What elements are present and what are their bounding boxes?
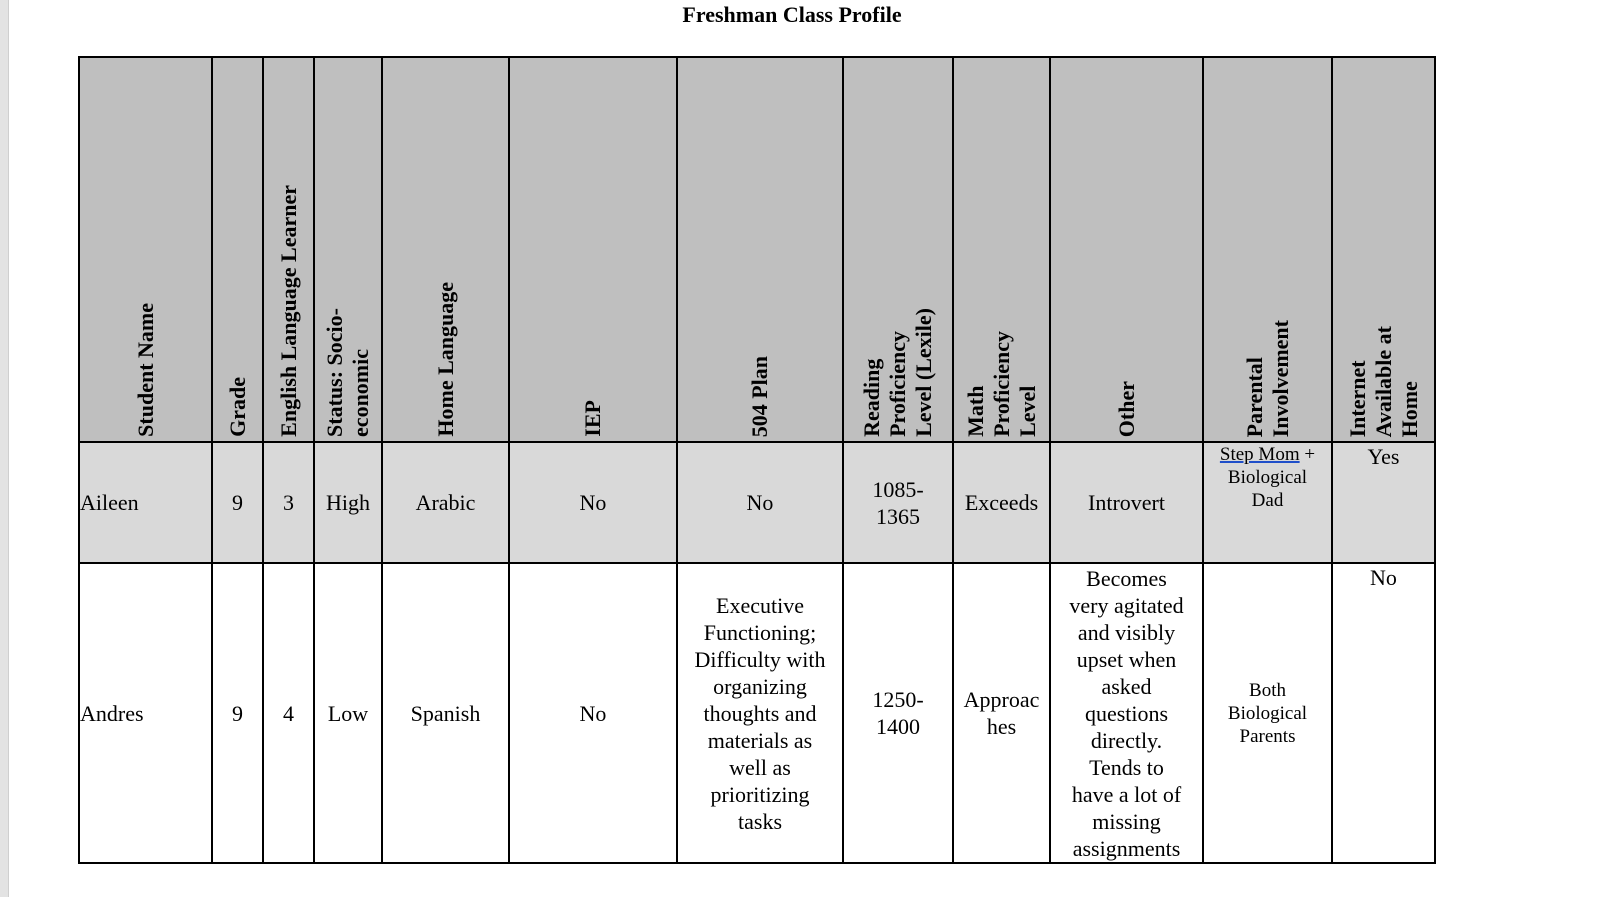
cell-grade: 9: [211, 562, 264, 864]
header-grade: Grade: [211, 56, 264, 443]
cell-iep: No: [508, 441, 678, 564]
cell-reading-level: 1085- 1365: [842, 441, 954, 564]
cell-grade: 9: [211, 441, 264, 564]
header-socioeconomic-status: Status: Socio- economic: [313, 56, 383, 443]
cell-ell: 3: [262, 441, 315, 564]
header-home-language: Home Language: [381, 56, 510, 443]
cell-student-name: Aileen: [78, 441, 213, 564]
cell-home-language: Spanish: [381, 562, 510, 864]
header-row: Student Name Grade English Language Lear…: [78, 56, 1436, 443]
cell-504-plan: Executive Functioning; Difficulty with o…: [676, 562, 844, 864]
cell-parental-involvement: Step Mom + Biological Dad: [1202, 441, 1333, 564]
cell-other: Becomes very agitated and visibly upset …: [1049, 562, 1204, 864]
class-profile-table: Student Name Grade English Language Lear…: [78, 56, 1436, 864]
cell-student-name: Andres: [78, 562, 213, 864]
table-row: Aileen 9 3 High Arabic No No 1085- 1365 …: [78, 441, 1436, 564]
header-504-plan: 504 Plan: [676, 56, 844, 443]
cell-iep: No: [508, 562, 678, 864]
step-mom-link[interactable]: Step Mom: [1219, 444, 1300, 465]
header-iep: IEP: [508, 56, 678, 443]
parental-text: + Biological Dad: [1227, 444, 1316, 511]
cell-504-plan: No: [676, 441, 844, 564]
header-student-name: Student Name: [78, 56, 213, 443]
header-parental-involvement: Parental Involvement: [1202, 56, 1333, 443]
cell-math-level: Approac hes: [952, 562, 1051, 864]
header-math-proficiency: Math Proficiency Level: [952, 56, 1051, 443]
header-internet-at-home: Internet Available at Home: [1331, 56, 1436, 443]
table-row: Andres 9 4 Low Spanish No Executive Func…: [78, 562, 1436, 864]
cell-other: Introvert: [1049, 441, 1204, 564]
header-other: Other: [1049, 56, 1204, 443]
header-english-language-learner: English Language Learner: [262, 56, 315, 443]
cell-reading-level: 1250- 1400: [842, 562, 954, 864]
cell-home-language: Arabic: [381, 441, 510, 564]
cell-ell: 4: [262, 562, 315, 864]
cell-parental-involvement: Both Biological Parents: [1202, 562, 1333, 864]
cell-status: High: [313, 441, 383, 564]
cell-internet: No: [1331, 562, 1436, 864]
header-reading-proficiency: Reading Proficiency Level (Lexile): [842, 56, 954, 443]
cell-math-level: Exceeds: [952, 441, 1051, 564]
left-gutter: [0, 0, 9, 897]
cell-internet: Yes: [1331, 441, 1436, 564]
cell-status: Low: [313, 562, 383, 864]
document-title: Freshman Class Profile: [682, 2, 902, 27]
